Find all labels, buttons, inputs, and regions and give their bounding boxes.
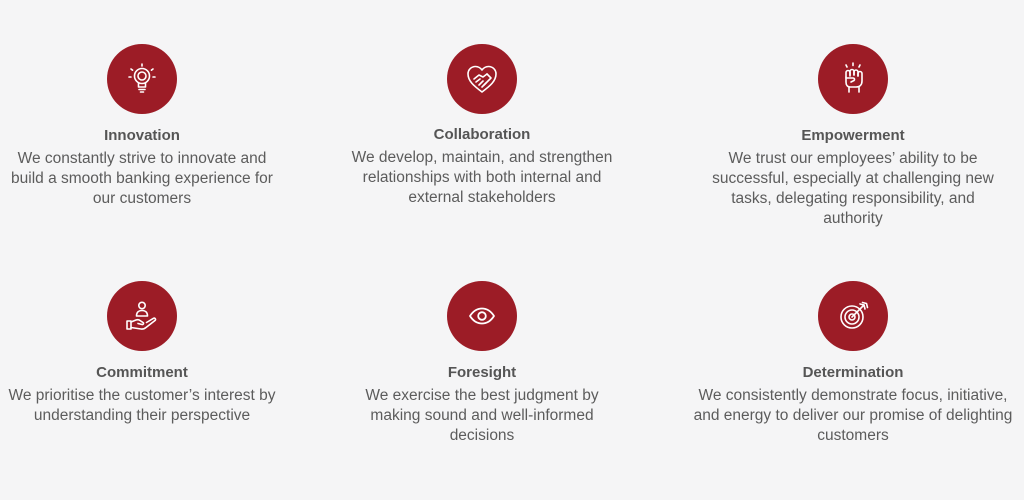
value-card-innovation: Innovation We constantly strive to innov… <box>2 44 282 209</box>
lightbulb-icon <box>107 44 177 114</box>
raised-fist-icon <box>818 44 888 114</box>
value-card-foresight: Foresight We exercise the best judgment … <box>347 281 617 446</box>
card-description: We develop, maintain, and strengthen rel… <box>351 149 613 206</box>
card-title: Empowerment <box>801 127 905 144</box>
eye-icon <box>447 281 517 351</box>
value-card-collaboration: Collaboration We develop, maintain, and … <box>347 44 617 208</box>
value-card-empowerment: Empowerment We trust our employees’ abil… <box>700 44 1006 229</box>
card-description: We prioritise the customer’s interest by… <box>8 387 276 424</box>
card-description: We exercise the best judgment by making … <box>365 387 599 444</box>
card-title: Determination <box>802 364 904 381</box>
card-description: We trust our employees’ ability to be su… <box>712 150 994 227</box>
value-card-commitment: Commitment We prioritise the customer’s … <box>2 281 282 426</box>
hand-person-icon <box>107 281 177 351</box>
card-description: We constantly strive to innovate and bui… <box>11 150 273 207</box>
handshake-heart-icon <box>447 44 517 114</box>
card-title: Commitment <box>96 364 188 381</box>
card-title: Foresight <box>447 364 517 381</box>
value-card-determination: Determination We consistently demonstrat… <box>686 281 1020 446</box>
target-arrow-icon <box>818 281 888 351</box>
card-title: Innovation <box>104 127 180 144</box>
card-description: We consistently demonstrate focus, initi… <box>693 387 1013 444</box>
card-title: Collaboration <box>433 126 531 143</box>
